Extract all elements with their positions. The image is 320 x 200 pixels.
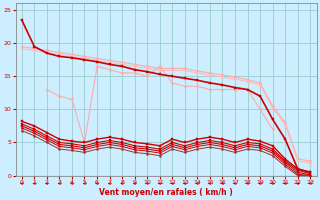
X-axis label: Vent moyen/en rafales ( km/h ): Vent moyen/en rafales ( km/h ) bbox=[99, 188, 233, 197]
